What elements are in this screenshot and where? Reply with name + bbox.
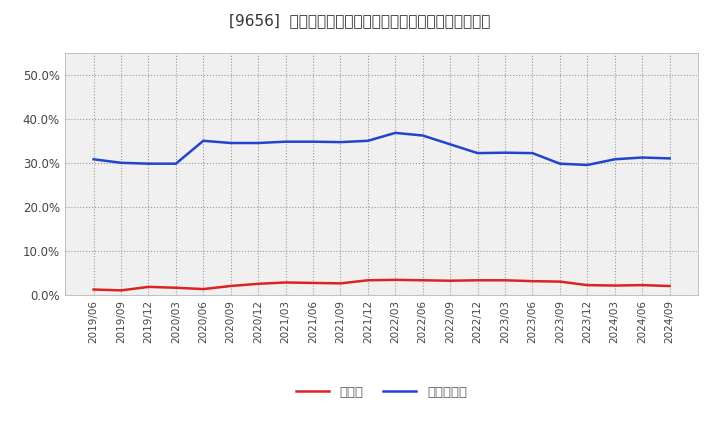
現顔金 xyxy=(583,282,592,288)
現顔金 xyxy=(556,279,564,284)
現顔金 xyxy=(473,278,482,283)
Legend: 現顔金, 有利子負債: 現顔金, 有利子負債 xyxy=(291,381,472,404)
有利子負債 xyxy=(500,150,509,155)
現顔金 xyxy=(199,286,207,292)
現顔金 xyxy=(446,278,454,283)
有利子負債 xyxy=(144,161,153,166)
有利子負債 xyxy=(391,130,400,136)
Text: [9656]  現預金、有利子負債の総資産に対する比率の推移: [9656] 現預金、有利子負債の総資産に対する比率の推移 xyxy=(229,13,491,28)
現顔金 xyxy=(611,283,619,288)
有利子負債 xyxy=(665,156,674,161)
有利子負債 xyxy=(89,157,98,162)
現顔金 xyxy=(282,280,290,285)
有利子負債 xyxy=(556,161,564,166)
現顔金 xyxy=(336,281,345,286)
現顔金 xyxy=(364,278,372,283)
Line: 現顔金: 現顔金 xyxy=(94,280,670,290)
有利子負債 xyxy=(364,138,372,143)
現顔金 xyxy=(528,279,537,284)
有利子負債 xyxy=(171,161,180,166)
現顔金 xyxy=(418,278,427,283)
現顔金 xyxy=(500,278,509,283)
現顔金 xyxy=(226,283,235,289)
現顔金 xyxy=(638,282,647,288)
現顔金 xyxy=(171,285,180,290)
有利子負債 xyxy=(254,140,263,146)
有利子負債 xyxy=(528,150,537,156)
有利子負債 xyxy=(446,142,454,147)
現顔金 xyxy=(309,280,318,286)
有利子負債 xyxy=(282,139,290,144)
現顔金 xyxy=(665,283,674,289)
有利子負債 xyxy=(336,139,345,145)
有利子負債 xyxy=(583,162,592,168)
現顔金 xyxy=(254,281,263,286)
有利子負債 xyxy=(309,139,318,144)
現顔金 xyxy=(144,284,153,290)
Line: 有利子負債: 有利子負債 xyxy=(94,133,670,165)
有利子負債 xyxy=(473,150,482,156)
有利子負債 xyxy=(611,157,619,162)
有利子負債 xyxy=(117,160,125,165)
現顔金 xyxy=(391,277,400,282)
有利子負債 xyxy=(199,138,207,143)
現顔金 xyxy=(117,288,125,293)
有利子負債 xyxy=(226,140,235,146)
有利子負債 xyxy=(638,155,647,160)
有利子負債 xyxy=(418,133,427,138)
現顔金 xyxy=(89,287,98,292)
